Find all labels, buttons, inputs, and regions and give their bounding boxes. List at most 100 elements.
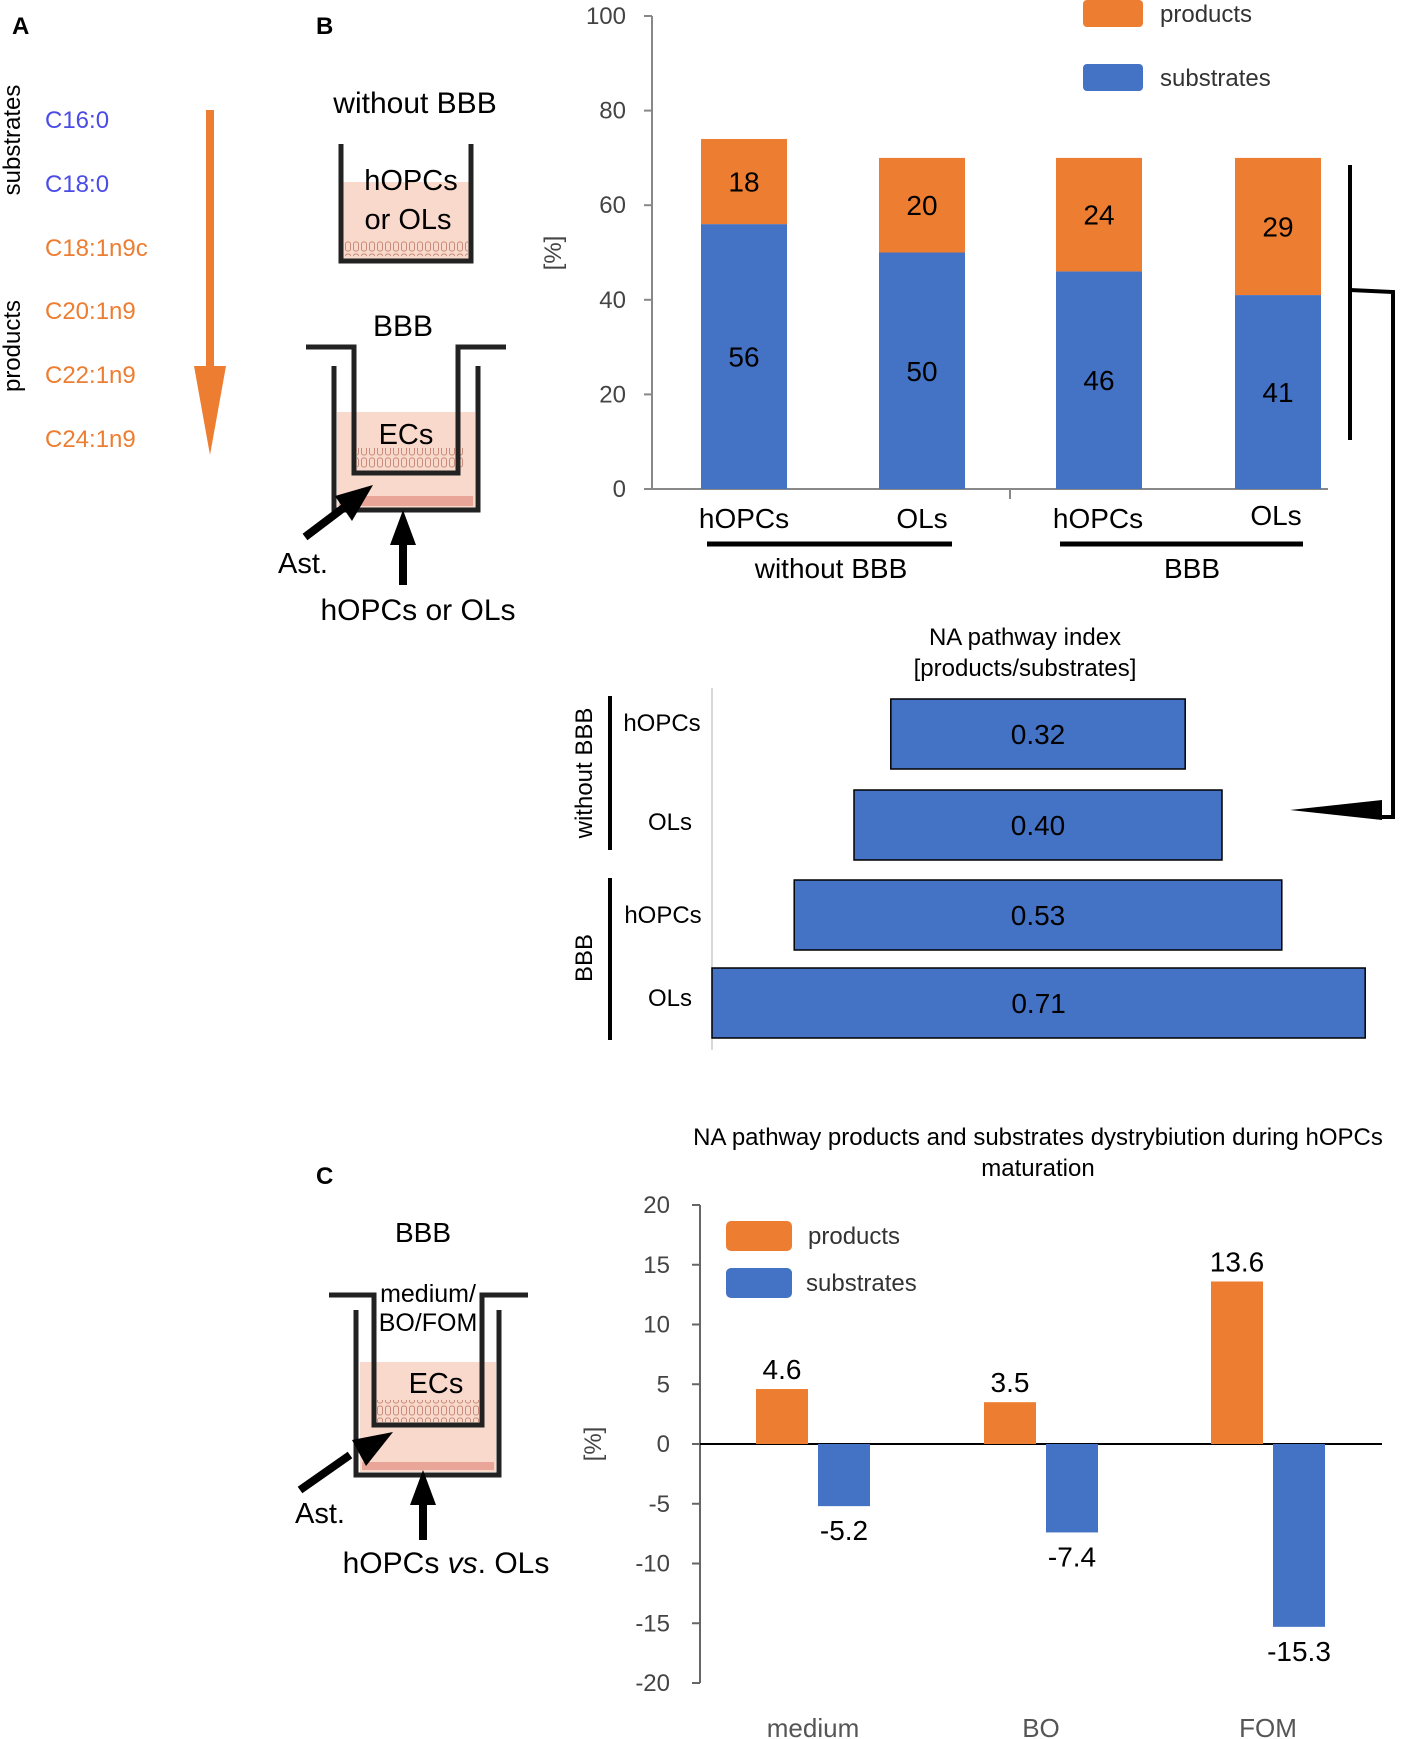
panel-c-diagram: C BBB medium/ BO/FOM ECs Ast. hOPCs vs. … bbox=[295, 1163, 549, 1580]
y-tick-label: 15 bbox=[643, 1252, 670, 1279]
chain-item-c18-1n9c: C18:1n9c bbox=[45, 235, 148, 262]
index-category-label: hOPCs bbox=[624, 902, 701, 929]
maturation-category-label: FOM bbox=[1239, 1713, 1297, 1739]
data-label-products: 13.6 bbox=[1210, 1246, 1265, 1277]
y-tick-label: -20 bbox=[635, 1670, 670, 1697]
legend-label-products: products bbox=[1160, 1, 1252, 28]
data-label-products: 3.5 bbox=[991, 1367, 1030, 1398]
legend-label-substrates: substrates bbox=[1160, 65, 1271, 92]
legend-label-products: products bbox=[808, 1223, 900, 1250]
index-title-line-1: NA pathway index bbox=[929, 624, 1121, 651]
y-tick-label: 5 bbox=[657, 1371, 670, 1398]
ast-label: Ast. bbox=[278, 548, 328, 580]
data-label-substrates: 46 bbox=[1083, 365, 1114, 396]
maturation-category-label: medium bbox=[767, 1713, 859, 1739]
comparison-bracket bbox=[1290, 165, 1395, 820]
index-category-label: OLs bbox=[648, 985, 692, 1012]
chain-item-c18-0: C18:0 bbox=[45, 171, 109, 198]
index-value-label: 0.71 bbox=[1011, 988, 1066, 1019]
substrates-group-label: substrates bbox=[0, 85, 26, 196]
stacked-category-label: OLs bbox=[896, 503, 947, 534]
well-cells-line-1: hOPCs bbox=[364, 165, 457, 197]
chain-item-c16-0: C16:0 bbox=[45, 107, 109, 134]
panel-a: A substrates products C16:0 C18:0 C18:1n… bbox=[0, 13, 226, 455]
maturation-category-label: BO bbox=[1022, 1713, 1060, 1739]
products-group-label: products bbox=[0, 300, 26, 392]
index-bar bbox=[711, 967, 1366, 1039]
panel-label-a: A bbox=[12, 13, 29, 40]
index-bars: 0.32 0.40 0.53 0.71 bbox=[711, 698, 1366, 1039]
index-category-label: OLs bbox=[648, 809, 692, 836]
bar-substrates bbox=[818, 1444, 870, 1507]
index-value-label: 0.53 bbox=[1011, 900, 1066, 931]
index-group-without-bbb: without BBB bbox=[571, 708, 598, 840]
index-category-label: hOPCs bbox=[623, 710, 700, 737]
stacked-categories: hOPCs OLs hOPCs OLs bbox=[699, 500, 1302, 534]
cells-arrow bbox=[390, 510, 416, 585]
index-bar bbox=[853, 789, 1223, 861]
data-label-substrates: -15.3 bbox=[1267, 1636, 1331, 1667]
treatment-line-2: BO/FOM bbox=[379, 1309, 478, 1337]
stacked-y-label: [%] bbox=[540, 236, 567, 271]
stacked-bars: 56 18 50 20 46 24 41 29 bbox=[701, 138, 1321, 489]
y-tick-label: 100 bbox=[586, 3, 626, 30]
bar-products bbox=[1235, 157, 1321, 296]
index-value-label: 0.40 bbox=[1011, 810, 1066, 841]
maturation-y-ticks: 20 15 10 5 0 -5 -10 -15 -20 bbox=[635, 1192, 700, 1697]
legend-swatch-products bbox=[1083, 0, 1143, 27]
y-tick-label: 0 bbox=[657, 1431, 670, 1458]
data-label-substrates: -5.2 bbox=[820, 1515, 868, 1546]
index-title-line-2: [products/substrates] bbox=[914, 655, 1137, 682]
ast-label-c: Ast. bbox=[295, 1498, 345, 1530]
data-label-substrates: 56 bbox=[728, 342, 759, 373]
bar-products bbox=[984, 1402, 1036, 1444]
stacked-category-label: OLs bbox=[1250, 500, 1301, 531]
legend-swatch-products bbox=[726, 1221, 792, 1251]
bar-products bbox=[1056, 157, 1142, 272]
y-tick-label: 40 bbox=[599, 287, 626, 314]
y-tick-label: 20 bbox=[643, 1192, 670, 1219]
maturation-y-label: [%] bbox=[580, 1427, 607, 1462]
stacked-category-label: hOPCs bbox=[699, 503, 789, 534]
cells-arrow-c bbox=[410, 1470, 436, 1540]
bar-substrates bbox=[701, 224, 787, 489]
legend-label-substrates: substrates bbox=[806, 1270, 917, 1297]
bar-products bbox=[756, 1389, 808, 1444]
y-tick-label: -10 bbox=[635, 1551, 670, 1578]
group-label-bbb: BBB bbox=[1164, 553, 1220, 584]
index-groups: without BBB BBB bbox=[571, 696, 612, 1040]
ast-arrow bbox=[302, 485, 373, 541]
panel-label-b: B bbox=[316, 13, 333, 40]
panel-c-bbb-title: BBB bbox=[395, 1217, 451, 1248]
bar-substrates bbox=[1273, 1444, 1325, 1627]
index-bar bbox=[793, 879, 1283, 951]
legend-swatch-substrates bbox=[726, 1268, 792, 1298]
index-bar bbox=[890, 698, 1186, 770]
y-tick-label: 20 bbox=[599, 381, 626, 408]
bbb-title: BBB bbox=[373, 310, 433, 343]
bar-substrates bbox=[1235, 295, 1321, 489]
bar-products bbox=[879, 157, 965, 253]
bar-substrates bbox=[1056, 271, 1142, 489]
stacked-y-ticks: 0 20 40 60 80 100 bbox=[586, 3, 652, 503]
bar-substrates bbox=[879, 252, 965, 489]
y-tick-label: 10 bbox=[643, 1312, 670, 1339]
data-label-substrates: -7.4 bbox=[1048, 1541, 1096, 1572]
elongation-arrow bbox=[194, 110, 226, 455]
maturation-legend: products substrates bbox=[726, 1221, 917, 1298]
panel-b-diagram: B without BBB hOPCs or OLs BBB ECs Ast. … bbox=[278, 13, 516, 627]
maturation-title-line-2: maturation bbox=[981, 1155, 1094, 1182]
maturation-bars: 4.6 -5.2 3.5 -7.4 13.6 -15.3 bbox=[756, 1246, 1331, 1667]
index-categories: hOPCs OLs hOPCs OLs bbox=[623, 710, 701, 1012]
stacked-legend: products substrates bbox=[1083, 0, 1271, 92]
stacked-bar-chart: 0 20 40 60 80 100 [%] 56 18 50 20 46 24 41 29 hOPCs … bbox=[540, 0, 1395, 820]
chain-item-c22-1n9: C22:1n9 bbox=[45, 362, 136, 389]
y-tick-label: 60 bbox=[599, 192, 626, 219]
data-label-products: 24 bbox=[1083, 200, 1114, 231]
without-bbb-title: without BBB bbox=[332, 87, 496, 120]
stacked-category-label: hOPCs bbox=[1053, 503, 1143, 534]
chain-item-c20-1n9: C20:1n9 bbox=[45, 298, 136, 325]
group-label-without-bbb: without BBB bbox=[754, 553, 908, 584]
bar-substrates bbox=[1046, 1444, 1098, 1533]
